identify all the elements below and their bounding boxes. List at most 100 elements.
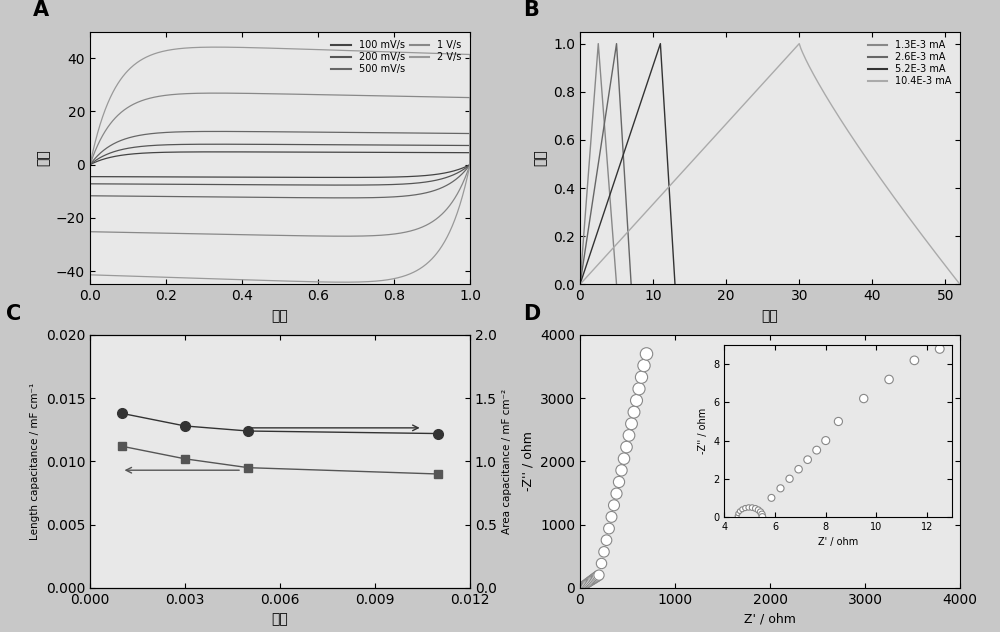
1 V/s: [415, 93, 427, 100]
Y-axis label: Area capacitance / mF cm⁻²: Area capacitance / mF cm⁻²: [502, 389, 512, 534]
Point: [572, 583, 588, 593]
Line: 1 V/s: 1 V/s: [90, 93, 470, 236]
500 mV/s: [185, 128, 197, 135]
5.2E-3 mA: [646, 64, 658, 72]
10.4E-3 mA: [731, 108, 743, 116]
Point: [584, 574, 600, 585]
Point: [606, 500, 622, 510]
200 mV/s: [213, 140, 225, 148]
Point: [591, 570, 607, 580]
10.4E-3 mA: [954, 281, 966, 288]
Text: C: C: [6, 304, 22, 324]
5.2E-3 mA: [665, 217, 677, 225]
5.2E-3 mA: [667, 246, 679, 254]
2.6E-3 mA: [625, 281, 637, 288]
Point: [587, 573, 603, 583]
200 mV/s: [338, 181, 350, 189]
Point: [572, 583, 588, 593]
100 mV/s: [338, 174, 350, 181]
Point: [596, 547, 612, 557]
Text: B: B: [523, 1, 539, 20]
Point: [604, 512, 620, 522]
Text: A: A: [33, 1, 49, 20]
200 mV/s: [84, 161, 96, 169]
500 mV/s: [84, 192, 96, 200]
5.2E-3 mA: [669, 281, 681, 288]
Point: [573, 583, 589, 593]
Point: [580, 577, 596, 587]
Y-axis label: Length capacitance / mF cm⁻¹: Length capacitance / mF cm⁻¹: [30, 383, 40, 540]
1.3E-3 mA: [587, 108, 599, 116]
100 mV/s: [84, 161, 96, 169]
Point: [572, 583, 588, 593]
Point: [618, 442, 635, 452]
500 mV/s: [341, 128, 353, 136]
5.2E-3 mA: [632, 108, 644, 116]
Point: [626, 407, 642, 417]
500 mV/s: [338, 194, 350, 202]
Point: [572, 583, 588, 593]
Line: 200 mV/s: 200 mV/s: [90, 144, 470, 185]
X-axis label: Z' / ohm: Z' / ohm: [744, 612, 796, 625]
Legend: 1.3E-3 mA, 2.6E-3 mA, 5.2E-3 mA, 10.4E-3 mA: 1.3E-3 mA, 2.6E-3 mA, 5.2E-3 mA, 10.4E-3…: [864, 37, 955, 90]
2 V/s: [338, 278, 350, 286]
Point: [586, 574, 602, 584]
2 V/s: [84, 271, 96, 279]
10.4E-3 mA: [793, 40, 805, 47]
Point: [576, 580, 592, 590]
Point: [575, 581, 591, 591]
1 V/s: [84, 228, 96, 236]
1.3E-3 mA: [609, 266, 621, 274]
Point: [598, 535, 614, 545]
Point: [583, 576, 599, 586]
2.6E-3 mA: [621, 217, 633, 225]
500 mV/s: [415, 130, 427, 137]
Line: 2.6E-3 mA: 2.6E-3 mA: [580, 44, 631, 284]
100 mV/s: [185, 148, 197, 155]
1.3E-3 mA: [611, 281, 623, 288]
Point: [573, 583, 589, 593]
2.6E-3 mA: [574, 281, 586, 288]
2.6E-3 mA: [600, 108, 612, 116]
2 V/s: [210, 44, 222, 51]
1.3E-3 mA: [608, 246, 620, 254]
Line: 2 V/s: 2 V/s: [90, 47, 470, 282]
100 mV/s: [213, 148, 225, 155]
Point: [573, 583, 589, 593]
Point: [608, 489, 624, 499]
200 mV/s: [84, 180, 96, 188]
1 V/s: [210, 89, 222, 97]
2.6E-3 mA: [611, 40, 623, 47]
X-axis label: 时间: 时间: [762, 309, 778, 323]
Point: [572, 583, 588, 593]
X-axis label: 电压: 电压: [272, 309, 288, 323]
Point: [572, 583, 588, 593]
2 V/s: [84, 161, 96, 169]
1.3E-3 mA: [606, 217, 618, 225]
Point: [621, 430, 637, 441]
100 mV/s: [341, 149, 353, 156]
5.2E-3 mA: [668, 266, 680, 274]
X-axis label: 电流: 电流: [272, 612, 288, 626]
Line: 10.4E-3 mA: 10.4E-3 mA: [580, 44, 960, 284]
Point: [636, 360, 652, 370]
Point: [614, 465, 630, 475]
200 mV/s: [210, 140, 222, 148]
2.6E-3 mA: [607, 64, 619, 72]
2.6E-3 mA: [623, 246, 635, 254]
Point: [573, 583, 589, 593]
1 V/s: [444, 201, 456, 209]
Legend: 100 mV/s, 200 mV/s, 500 mV/s, 1 V/s, 2 V/s: 100 mV/s, 200 mV/s, 500 mV/s, 1 V/s, 2 V…: [328, 37, 465, 78]
Point: [572, 583, 588, 593]
Point: [590, 571, 606, 581]
1 V/s: [213, 89, 225, 97]
2 V/s: [213, 44, 225, 51]
Point: [572, 583, 588, 593]
Y-axis label: 电压: 电压: [534, 150, 548, 166]
Point: [573, 583, 589, 593]
200 mV/s: [415, 142, 427, 149]
Line: 500 mV/s: 500 mV/s: [90, 131, 470, 198]
10.4E-3 mA: [798, 52, 810, 60]
1 V/s: [84, 161, 96, 169]
100 mV/s: [428, 171, 440, 178]
